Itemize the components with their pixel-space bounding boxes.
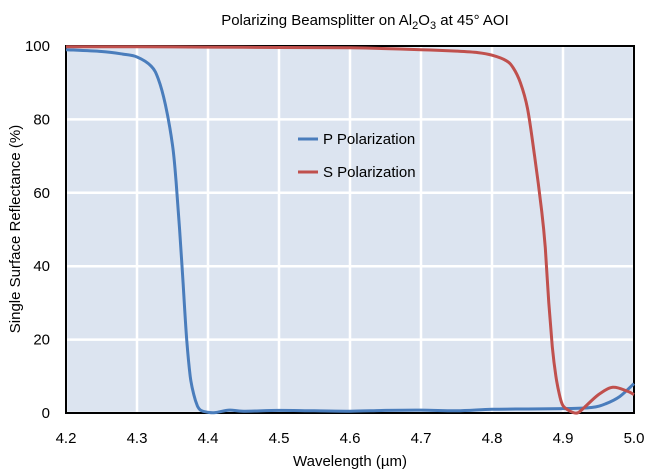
y-tick-label-2: 40: [33, 258, 50, 275]
legend-label-s: S Polarization: [323, 164, 416, 181]
y-tick-label-3: 60: [33, 185, 50, 202]
y-tick-label-5: 100: [25, 38, 50, 55]
x-tick-label-5: 4.7: [411, 430, 432, 447]
x-tick-label-7: 4.9: [553, 430, 574, 447]
series-line-s: [65, 45, 635, 415]
legend: P Polarization S Polarization: [298, 131, 416, 181]
title-sub-2: 2: [412, 20, 418, 32]
y-axis-label: Single Surface Reflectance (%): [7, 125, 24, 333]
plot-border: [65, 45, 635, 414]
title-main: Polarizing Beamsplitter on Al: [221, 12, 412, 29]
chart-title: Polarizing Beamsplitter on Al2O3 at 45° …: [221, 12, 509, 32]
title-sub-3: 3: [430, 20, 436, 32]
x-tick-label-8: 5.0: [624, 430, 645, 447]
title-mid: O: [418, 12, 430, 29]
x-tick-label-4: 4.6: [340, 430, 361, 447]
x-tick-label-0: 4.2: [56, 430, 77, 447]
x-tick-label-3: 4.5: [269, 430, 290, 447]
x-axis-label: Wavelength (µm): [293, 453, 407, 470]
series-line-p: [65, 48, 636, 415]
y-tick-labels: 0 20 40 60 80 100: [25, 38, 50, 422]
title-tail: at 45° AOI: [436, 12, 509, 29]
x-tick-label-1: 4.3: [127, 430, 148, 447]
x-tick-labels: 4.2 4.3 4.4 4.5 4.6 4.7 4.8 4.9 5.0: [56, 430, 645, 447]
y-tick-label-1: 20: [33, 332, 50, 349]
x-tick-label-2: 4.4: [198, 430, 219, 447]
y-tick-label-0: 0: [42, 405, 50, 422]
x-tick-label-6: 4.8: [482, 430, 503, 447]
legend-label-p: P Polarization: [323, 131, 415, 148]
series-layer: [65, 45, 636, 415]
y-tick-label-4: 80: [33, 111, 50, 128]
